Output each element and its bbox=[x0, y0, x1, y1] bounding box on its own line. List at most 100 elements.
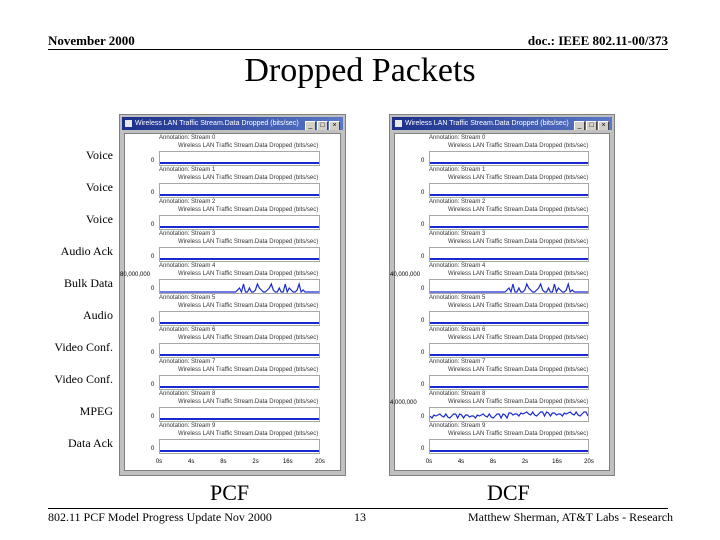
row-label: Voice bbox=[85, 180, 113, 194]
panel-annotation: Annotation: Stream 9 bbox=[159, 423, 216, 429]
y-zero-label: 0 bbox=[151, 286, 155, 292]
row-label: Voice bbox=[85, 212, 113, 226]
panel-series-name: Wireless LAN Traffic Stream.Data Dropped… bbox=[448, 239, 589, 245]
trace-line bbox=[430, 258, 588, 260]
y-zero-label: 0 bbox=[421, 382, 425, 388]
stream-panel: Annotation: Stream 4 Wireless LAN Traffic… bbox=[120, 262, 340, 294]
panel-plot bbox=[159, 439, 320, 454]
stream-panel: Annotation: Stream 1 Wireless LAN Traffic… bbox=[125, 166, 340, 198]
panel-series-name: Wireless LAN Traffic Stream.Data Dropped… bbox=[178, 207, 319, 213]
y-max-label: 80,000,000 bbox=[120, 272, 151, 278]
panel-annotation: Annotation: Stream 3 bbox=[159, 231, 216, 237]
maximize-icon[interactable]: □ bbox=[586, 121, 597, 130]
y-max-label: 40,000,000 bbox=[390, 272, 421, 278]
row-label: Video Conf. bbox=[54, 372, 113, 386]
panel-annotation: Annotation: Stream 2 bbox=[159, 199, 216, 205]
x-axis: 0s 4s 8s 2s 16s 20s bbox=[155, 459, 325, 469]
panel-plot bbox=[159, 151, 320, 166]
row-label: Audio Ack bbox=[60, 244, 113, 258]
x-tick-label: 2s bbox=[521, 459, 529, 465]
stream-panel: Annotation: Stream 2 Wireless LAN Traffic… bbox=[125, 198, 340, 230]
dcf-window-title: Wireless LAN Traffic Stream.Data Dropped… bbox=[405, 120, 569, 127]
stream-panel: Annotation: Stream 5 Wireless LAN Traffic… bbox=[395, 294, 609, 326]
panel-annotation: Annotation: Stream 1 bbox=[159, 167, 216, 173]
panel-plot bbox=[159, 183, 320, 198]
pcf-window-titlebar[interactable]: Wireless LAN Traffic Stream.Data Dropped… bbox=[122, 117, 343, 130]
app-icon bbox=[125, 120, 132, 127]
panel-series-name: Wireless LAN Traffic Stream.Data Dropped… bbox=[178, 143, 319, 149]
pcf-window-title: Wireless LAN Traffic Stream.Data Dropped… bbox=[135, 120, 299, 127]
panel-annotation: Annotation: Stream 4 bbox=[159, 263, 216, 269]
stream-panel: Annotation: Stream 4 Wireless LAN Traffic… bbox=[390, 262, 609, 294]
pcf-caption: PCF bbox=[210, 480, 250, 505]
y-zero-label: 0 bbox=[151, 350, 155, 356]
panel-series-name: Wireless LAN Traffic Stream.Data Dropped… bbox=[448, 431, 589, 437]
maximize-icon[interactable]: □ bbox=[317, 121, 328, 130]
close-icon[interactable]: × bbox=[329, 121, 340, 130]
panel-plot bbox=[429, 215, 589, 230]
panel-plot bbox=[159, 311, 320, 326]
dcf-graph-window[interactable]: Wireless LAN Traffic Stream.Data Dropped… bbox=[389, 114, 615, 476]
panel-annotation: Annotation: Stream 7 bbox=[159, 359, 216, 365]
y-zero-label: 0 bbox=[151, 446, 155, 452]
x-tick-label: 0s bbox=[155, 459, 163, 465]
row-label: Video Conf. bbox=[54, 340, 113, 354]
panel-series-name: Wireless LAN Traffic Stream.Data Dropped… bbox=[448, 271, 589, 277]
panel-series-name: Wireless LAN Traffic Stream.Data Dropped… bbox=[178, 239, 319, 245]
footer-title: 802.11 PCF Model Progress Update Nov 200… bbox=[48, 510, 272, 524]
panel-plot bbox=[429, 375, 589, 390]
y-zero-label: 0 bbox=[421, 254, 425, 260]
y-zero-label: 0 bbox=[151, 190, 155, 196]
row-label: Data Ack bbox=[68, 436, 113, 450]
minimize-icon[interactable]: _ bbox=[574, 121, 585, 130]
stream-panel: Annotation: Stream 3 Wireless LAN Traffic… bbox=[395, 230, 609, 262]
panel-plot bbox=[159, 375, 320, 390]
panel-plot bbox=[159, 247, 320, 262]
close-icon[interactable]: × bbox=[598, 121, 609, 130]
trace-line bbox=[160, 322, 319, 324]
header-rule bbox=[48, 49, 668, 50]
pcf-plot-area: Annotation: Stream 0 Wireless LAN Traffic… bbox=[120, 133, 341, 471]
panel-annotation: Annotation: Stream 0 bbox=[159, 135, 216, 141]
y-zero-label: 0 bbox=[151, 414, 155, 420]
panel-plot bbox=[429, 247, 589, 262]
stream-panel: Annotation: Stream 8 Wireless LAN Traffic… bbox=[390, 390, 609, 422]
stream-panel: Annotation: Stream 0 Wireless LAN Traffic… bbox=[125, 134, 340, 166]
trace-line bbox=[160, 226, 319, 228]
row-label: Voice bbox=[85, 148, 113, 162]
panel-annotation: Annotation: Stream 2 bbox=[429, 199, 486, 205]
pcf-graph-window[interactable]: Wireless LAN Traffic Stream.Data Dropped… bbox=[119, 114, 346, 476]
x-axis: 0s 4s 8s 2s 16s 20s bbox=[425, 459, 594, 469]
stream-panel: Annotation: Stream 8 Wireless LAN Traffic… bbox=[125, 390, 340, 422]
panel-series-name: Wireless LAN Traffic Stream.Data Dropped… bbox=[448, 143, 589, 149]
y-max-label: 4,000,000 bbox=[390, 400, 417, 406]
minimize-icon[interactable]: _ bbox=[305, 121, 316, 130]
panel-series-name: Wireless LAN Traffic Stream.Data Dropped… bbox=[448, 207, 589, 213]
x-tick-label: 0s bbox=[425, 459, 433, 465]
panel-plot bbox=[429, 343, 589, 358]
trace-chart bbox=[160, 281, 319, 293]
trace-line bbox=[160, 418, 319, 420]
trace-line bbox=[430, 386, 588, 388]
stream-panel: Annotation: Stream 9 Wireless LAN Traffic… bbox=[125, 422, 340, 454]
panel-annotation: Annotation: Stream 8 bbox=[159, 391, 216, 397]
panel-annotation: Annotation: Stream 7 bbox=[429, 359, 486, 365]
panel-plot bbox=[429, 439, 589, 454]
panel-plot bbox=[429, 311, 589, 326]
footer-rule bbox=[48, 508, 668, 509]
panel-plot bbox=[159, 279, 320, 294]
y-zero-label: 0 bbox=[421, 318, 425, 324]
panel-plot bbox=[159, 343, 320, 358]
panel-series-name: Wireless LAN Traffic Stream.Data Dropped… bbox=[178, 271, 319, 277]
panel-annotation: Annotation: Stream 8 bbox=[429, 391, 486, 397]
y-zero-label: 0 bbox=[421, 414, 425, 420]
dcf-window-titlebar[interactable]: Wireless LAN Traffic Stream.Data Dropped… bbox=[392, 117, 612, 130]
x-tick-label: 4s bbox=[188, 459, 195, 465]
stream-panel: Annotation: Stream 2 Wireless LAN Traffic… bbox=[395, 198, 609, 230]
panel-plot bbox=[429, 279, 589, 294]
stream-panel: Annotation: Stream 7 Wireless LAN Traffic… bbox=[125, 358, 340, 390]
panel-series-name: Wireless LAN Traffic Stream.Data Dropped… bbox=[178, 175, 319, 181]
stream-panel: Annotation: Stream 6 Wireless LAN Traffic… bbox=[125, 326, 340, 358]
stream-panel: Annotation: Stream 3 Wireless LAN Traffic… bbox=[125, 230, 340, 262]
y-zero-label: 0 bbox=[421, 222, 425, 228]
